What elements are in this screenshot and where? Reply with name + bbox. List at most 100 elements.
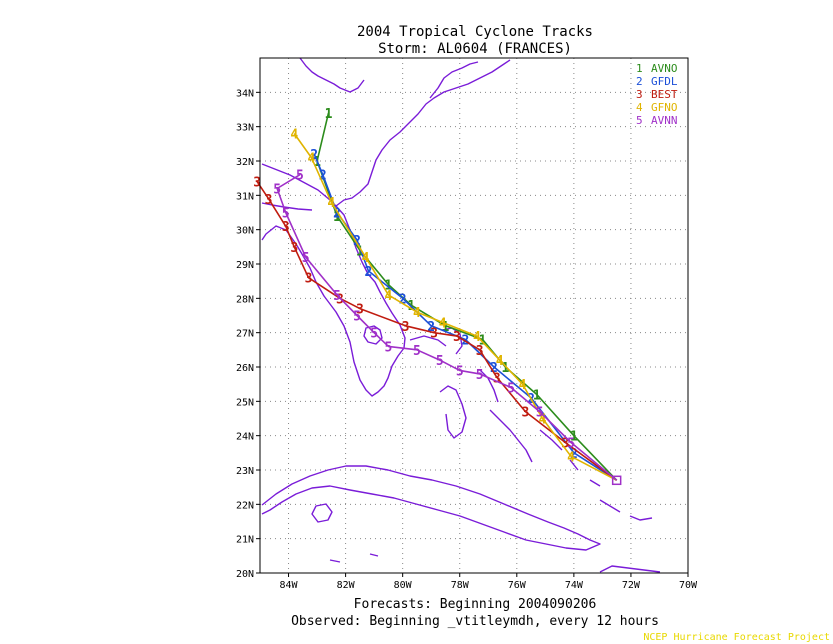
track-point-marker: 2	[570, 447, 578, 462]
track-point-marker: 2	[365, 265, 373, 280]
legend-number: 2	[636, 75, 643, 88]
lat-tick-label: 22N	[236, 500, 254, 511]
legend: 1 AVNO 2 GFDL 3 BEST 4 GFNO 5 AVNN	[636, 62, 678, 127]
track-point-marker: 2	[310, 148, 318, 163]
bahamas-abaco	[441, 327, 463, 355]
track-point-marker: 3	[282, 220, 290, 235]
coastline-sounds	[429, 61, 479, 99]
lat-tick-label: 20N	[236, 569, 254, 580]
lat-tick-label: 28N	[236, 294, 254, 305]
track-point-marker: 4	[362, 251, 370, 266]
bahamas-exuma	[489, 409, 533, 463]
lat-tick-label: 34N	[236, 88, 254, 99]
lon-tick-label: 80W	[394, 580, 413, 591]
track-point-marker: 4	[384, 289, 392, 304]
track-point-marker: 5	[567, 437, 575, 452]
legend-label: GFNO	[651, 101, 678, 114]
track-point-marker: 5	[436, 354, 444, 369]
isla-de-la-juventud	[311, 503, 333, 523]
track-point-marker: 5	[273, 182, 281, 197]
coastline-atlantic	[335, 59, 511, 207]
legend-number: 3	[636, 88, 643, 101]
track-point-marker: 1	[356, 244, 364, 259]
track-point-marker: 3	[253, 176, 261, 191]
track-point-marker: 2	[399, 292, 407, 307]
track-point-marker: 4	[413, 306, 421, 321]
grid-lines	[260, 58, 688, 573]
track-point-marker: 5	[384, 340, 392, 355]
bahamas-andros	[439, 385, 467, 439]
track-point-marker: 3	[265, 193, 273, 208]
track-point-marker: 4	[473, 330, 481, 345]
lat-tick-label: 26N	[236, 363, 254, 374]
legend-label: AVNO	[651, 62, 678, 75]
track-point-marker: 4	[496, 354, 504, 369]
map-frame	[259, 57, 689, 574]
track-point-marker: 3	[430, 327, 438, 342]
legend-label: BEST	[651, 88, 678, 101]
track-point-marker: 4	[327, 196, 335, 211]
track-point-marker: 4	[519, 378, 527, 393]
track-line	[256, 181, 618, 481]
track-point-marker: 5	[413, 344, 421, 359]
track-point-marker: 3	[476, 344, 484, 359]
lat-tick-label: 31N	[236, 191, 254, 202]
legend-number: 1	[636, 62, 643, 75]
track-line	[293, 133, 618, 482]
lat-tick-label: 33N	[236, 123, 254, 134]
track-point-marker: 5	[282, 207, 290, 222]
legend-label: GFDL	[651, 75, 678, 88]
track-point-marker: 3	[402, 320, 410, 335]
track-point-marker: 5	[536, 406, 544, 421]
lon-tick-label: 82W	[337, 580, 356, 591]
lon-tick-label: 78W	[451, 580, 470, 591]
track-point-marker: 3	[305, 272, 313, 287]
lon-tick-label: 76W	[508, 580, 527, 591]
forecast-start-note: Forecasts: Beginning 2004090206	[354, 597, 597, 612]
track-point-marker: 1	[333, 210, 341, 225]
track-point-marker: 2	[490, 361, 498, 376]
forecast-tracks: 1111111111122222222222333333333333334444…	[253, 107, 622, 486]
track-point-marker: 5	[456, 364, 464, 379]
lat-tick-label: 29N	[236, 260, 254, 271]
bahamas-east	[599, 499, 653, 521]
lon-tick-label: 70W	[679, 580, 698, 591]
track-point-marker: 4	[290, 128, 298, 143]
lon-tick-label: 72W	[622, 580, 641, 591]
track-point-marker: 3	[493, 371, 501, 386]
bahamas-eleuthera	[479, 369, 499, 403]
map-subtitle: Storm: AL0604 (FRANCES)	[378, 41, 572, 57]
track-point-marker: 3	[561, 437, 569, 452]
track-point-marker: 5	[302, 251, 310, 266]
track-point-marker: 5	[296, 169, 304, 184]
lon-tick-label: 84W	[280, 580, 299, 591]
track-point-marker: 2	[353, 234, 361, 249]
track-point-marker: 5	[333, 289, 341, 304]
track-point-marker: 3	[290, 241, 298, 256]
track-point-marker: 5	[507, 382, 515, 397]
legend-number: 4	[636, 101, 643, 114]
track-point-marker: 3	[356, 303, 364, 318]
bahamas-grand-bahama	[409, 335, 447, 347]
lat-tick-label: 23N	[236, 466, 254, 477]
lat-tick-label: 27N	[236, 329, 254, 340]
track-point-marker: 3	[453, 330, 461, 345]
cuba	[261, 465, 601, 551]
track-point-marker: 2	[319, 169, 327, 184]
map-background	[260, 58, 688, 573]
lat-tick-label: 32N	[236, 157, 254, 168]
track-point-marker: 1	[570, 430, 578, 445]
track-point-marker: 5	[370, 327, 378, 342]
track-point-marker: 3	[336, 292, 344, 307]
track-point-marker: 4	[307, 152, 315, 167]
coastline-bays	[299, 57, 365, 93]
track-point-marker: 3	[521, 406, 529, 421]
track-point-marker: 2	[427, 320, 435, 335]
lat-tick-label: 30N	[236, 226, 254, 237]
track-point-marker: 1	[325, 107, 333, 122]
cayman-islands	[329, 553, 379, 563]
coastlines	[261, 57, 661, 573]
